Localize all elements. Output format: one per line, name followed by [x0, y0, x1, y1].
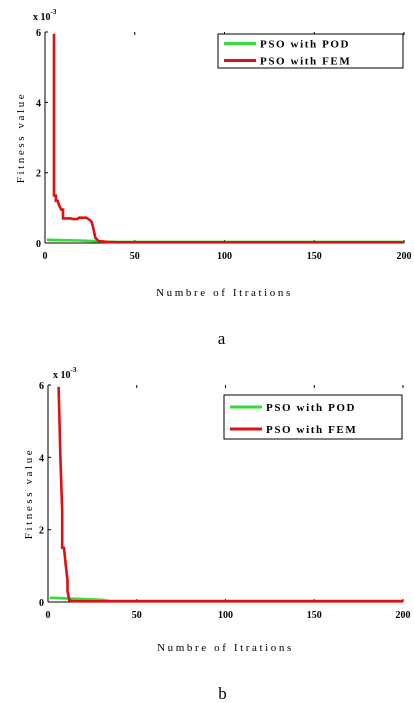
series-line-pso-with-fem: [52, 33, 404, 244]
series-line-pso-with-fem: [57, 386, 403, 603]
chart-panel-a: 0 50 100 150 200 0 2 4 6 x 10-3 Fitness value Numbr…: [15, 8, 412, 348]
y-tick-label: 2: [39, 526, 44, 537]
y-multiplier-exponent: -3: [71, 366, 77, 374]
x-tick-label: 0: [43, 251, 48, 262]
legend-entry: PSO with FEM: [260, 56, 351, 68]
x-tick-label: 150: [307, 610, 322, 621]
chart-panel-b: 0 50 100 150 200 0 2 4 6 x 10-3 Fitness value Numbr…: [23, 366, 411, 703]
panel-caption: a: [218, 329, 226, 348]
x-tick-label: 200: [396, 610, 411, 621]
legend-entry: PSO with POD: [260, 39, 350, 51]
x-axis-label: Numbre of Itrations: [157, 642, 294, 654]
y-axis-label: Fitness value: [23, 448, 35, 540]
x-tick-label: 100: [218, 610, 233, 621]
y-axis-label: Fitness value: [15, 92, 27, 184]
x-tick-label: 0: [46, 610, 51, 621]
x-axis-label: Numbre of Itrations: [156, 287, 293, 299]
panel-caption: b: [218, 684, 227, 703]
y-multiplier-base: x 10: [53, 370, 71, 381]
y-tick-label: 6: [36, 28, 41, 39]
legend: PSO with POD PSO with FEM: [223, 394, 403, 440]
x-tick-label: 50: [132, 610, 142, 621]
y-multiplier-base: x 10: [33, 12, 51, 23]
x-tick-label: 100: [217, 251, 232, 262]
legend-box: [223, 394, 403, 440]
y-tick-label: 0: [39, 598, 44, 609]
legend-entry: PSO with FEM: [266, 424, 357, 436]
y-tick-label: 2: [36, 169, 41, 180]
y-multiplier-exponent: -3: [51, 8, 57, 16]
legend-entry: PSO with POD: [266, 402, 356, 414]
x-tick-label: 50: [130, 251, 140, 262]
x-tick-label: 150: [307, 251, 322, 262]
y-tick-label: 0: [36, 239, 41, 250]
legend: PSO with POD PSO with FEM: [217, 33, 404, 69]
y-tick-label: 6: [39, 381, 44, 392]
y-multiplier-label: x 10-3: [33, 8, 57, 23]
y-tick-label: 4: [36, 98, 41, 109]
y-tick-label: 4: [39, 453, 44, 464]
y-multiplier-label: x 10-3: [53, 366, 77, 381]
legend-box: [217, 33, 404, 69]
x-tick-label: 200: [397, 251, 412, 262]
